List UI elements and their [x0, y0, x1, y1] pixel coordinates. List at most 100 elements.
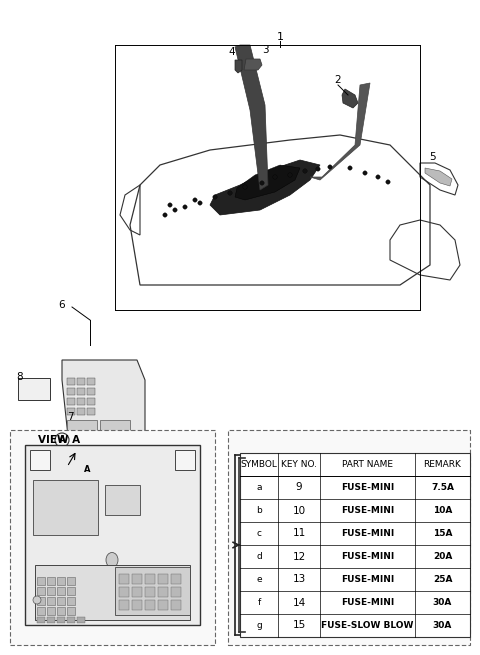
Text: c: c: [256, 529, 262, 538]
Bar: [67, 597, 75, 605]
Ellipse shape: [106, 553, 118, 567]
Circle shape: [363, 171, 367, 175]
Circle shape: [193, 198, 197, 202]
Bar: [67, 388, 75, 395]
Bar: [119, 600, 129, 610]
Circle shape: [273, 175, 277, 179]
Circle shape: [243, 185, 247, 189]
Text: 7.5A: 7.5A: [431, 483, 454, 492]
Bar: [132, 600, 142, 610]
Polygon shape: [244, 59, 262, 70]
Text: FUSE-MINI: FUSE-MINI: [341, 483, 394, 492]
Bar: [228, 430, 470, 645]
Text: 8: 8: [17, 372, 24, 382]
Circle shape: [163, 213, 167, 217]
Circle shape: [183, 205, 187, 209]
Polygon shape: [425, 168, 452, 186]
Text: 1: 1: [276, 32, 284, 42]
Bar: [132, 574, 142, 584]
Text: 2: 2: [335, 75, 341, 85]
Bar: [47, 597, 55, 605]
Bar: [132, 587, 142, 597]
Polygon shape: [235, 165, 300, 200]
Bar: [175, 450, 195, 470]
Bar: [115, 567, 190, 615]
Text: g: g: [256, 621, 262, 630]
Circle shape: [198, 201, 202, 205]
Bar: [119, 587, 129, 597]
Text: FUSE-MINI: FUSE-MINI: [341, 552, 394, 561]
Text: 13: 13: [292, 574, 306, 584]
Polygon shape: [310, 83, 370, 180]
Polygon shape: [62, 360, 145, 455]
Circle shape: [316, 167, 320, 171]
Text: PART NAME: PART NAME: [342, 460, 393, 469]
Bar: [10, 430, 215, 645]
Text: 12: 12: [292, 552, 306, 561]
Bar: [18, 378, 50, 400]
Circle shape: [33, 596, 41, 604]
Text: 20A: 20A: [433, 552, 452, 561]
Bar: [87, 398, 95, 405]
Bar: [77, 388, 85, 395]
Text: SYMBOL: SYMBOL: [240, 460, 277, 469]
Text: 9: 9: [296, 483, 302, 493]
Text: 15A: 15A: [433, 529, 452, 538]
Text: 10A: 10A: [433, 506, 452, 515]
Bar: [47, 607, 55, 615]
Bar: [87, 388, 95, 395]
Bar: [240, 453, 470, 637]
Text: 7: 7: [67, 412, 73, 422]
Text: 14: 14: [292, 597, 306, 607]
Bar: [57, 607, 65, 615]
Bar: [158, 600, 168, 610]
Text: 5: 5: [429, 152, 435, 162]
Bar: [105, 485, 140, 515]
Text: 15: 15: [292, 620, 306, 631]
Circle shape: [173, 208, 177, 212]
Bar: [47, 587, 55, 595]
Text: 30A: 30A: [433, 621, 452, 630]
Text: KEY NO.: KEY NO.: [281, 460, 317, 469]
Circle shape: [213, 195, 217, 199]
Bar: [47, 577, 55, 585]
Bar: [57, 577, 65, 585]
Circle shape: [228, 191, 232, 195]
Polygon shape: [235, 45, 268, 190]
Text: FUSE-MINI: FUSE-MINI: [341, 575, 394, 584]
Bar: [77, 378, 85, 385]
Bar: [67, 587, 75, 595]
Bar: [67, 420, 97, 445]
Bar: [35, 565, 190, 620]
Bar: [57, 587, 65, 595]
Bar: [158, 574, 168, 584]
Bar: [67, 408, 75, 415]
Bar: [100, 420, 130, 445]
Bar: [158, 587, 168, 597]
Bar: [171, 600, 181, 610]
Text: VIEW A: VIEW A: [38, 435, 80, 445]
Text: e: e: [256, 575, 262, 584]
Text: 11: 11: [292, 529, 306, 538]
Bar: [77, 408, 85, 415]
Text: 30A: 30A: [433, 598, 452, 607]
Circle shape: [376, 175, 380, 179]
Bar: [119, 574, 129, 584]
Text: REMARK: REMARK: [423, 460, 461, 469]
Text: A: A: [84, 466, 90, 474]
Bar: [37, 617, 45, 623]
Bar: [77, 398, 85, 405]
Text: b: b: [256, 506, 262, 515]
Bar: [145, 587, 155, 597]
Text: d: d: [256, 552, 262, 561]
Bar: [67, 607, 75, 615]
Bar: [37, 607, 45, 615]
Text: 25A: 25A: [433, 575, 452, 584]
Polygon shape: [342, 89, 358, 108]
Bar: [67, 617, 75, 623]
Bar: [57, 597, 65, 605]
Bar: [37, 577, 45, 585]
Text: FUSE-MINI: FUSE-MINI: [341, 598, 394, 607]
Circle shape: [168, 203, 172, 207]
Text: FUSE-MINI: FUSE-MINI: [341, 529, 394, 538]
